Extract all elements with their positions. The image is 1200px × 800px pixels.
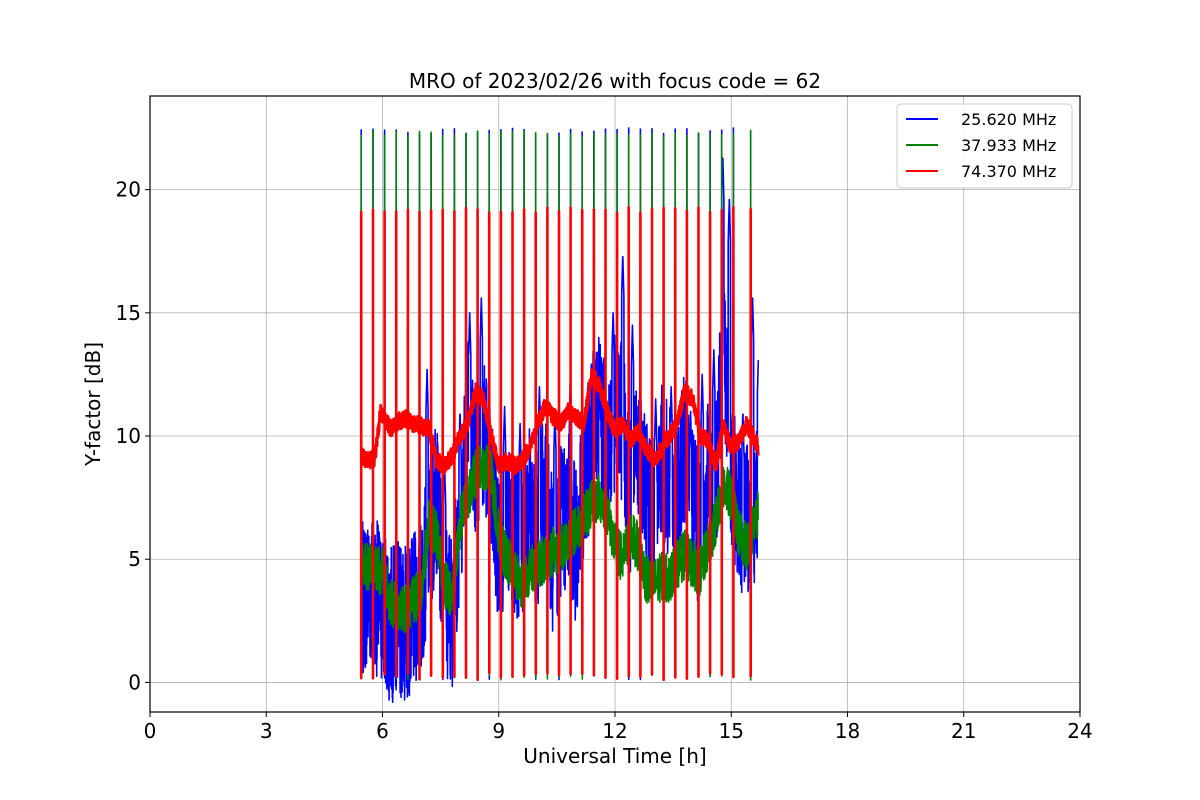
x-tick-label: 12 [602, 719, 627, 743]
y-tick-label: 0 [128, 670, 141, 694]
y-axis-label: Y-factor [dB] [81, 342, 105, 467]
x-axis-label: Universal Time [h] [523, 744, 706, 768]
y-tick-label: 15 [116, 301, 141, 325]
y-tick-label: 20 [116, 178, 141, 202]
legend-label-2: 74.370 MHz [961, 162, 1056, 181]
x-tick-label: 24 [1067, 719, 1092, 743]
plot-area [359, 127, 760, 703]
x-tick-label: 9 [492, 719, 505, 743]
legend-label-1: 37.933 MHz [961, 136, 1056, 155]
x-tick-label: 15 [719, 719, 744, 743]
series-line-2 [359, 206, 760, 682]
x-tick-label: 6 [376, 719, 389, 743]
x-tick-label: 3 [260, 719, 273, 743]
x-tick-label: 0 [144, 719, 157, 743]
legend-box [896, 103, 1073, 189]
y-tick-label: 10 [116, 424, 141, 448]
chart-title: MRO of 2023/02/26 with focus code = 62 [409, 69, 821, 93]
legend: 25.620 MHz 37.933 MHz 74.370 MHz [896, 103, 1073, 189]
y-tick-label: 5 [128, 547, 141, 571]
legend-label-0: 25.620 MHz [961, 110, 1056, 129]
x-tick-label: 18 [835, 719, 860, 743]
axis-ticks: 0 3 6 9 12 15 18 21 24 0 5 10 15 20 [116, 178, 1093, 743]
x-tick-label: 21 [951, 719, 976, 743]
